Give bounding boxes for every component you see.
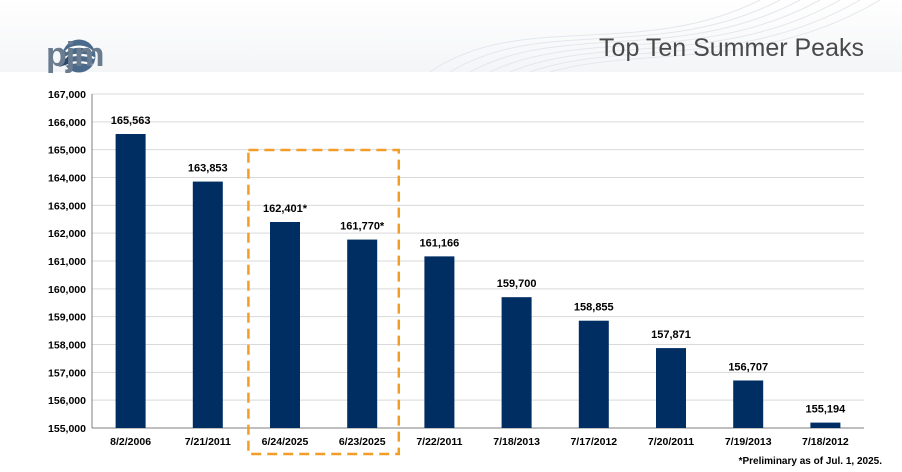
bar xyxy=(192,181,223,428)
data-label: 156,707 xyxy=(728,361,768,373)
decorative-waves xyxy=(429,0,881,72)
x-tick-label: 7/19/2013 xyxy=(725,436,772,448)
bar xyxy=(501,297,532,428)
y-tick-label: 155,000 xyxy=(48,423,86,435)
y-tick-label: 158,000 xyxy=(48,340,86,352)
data-label: 155,194 xyxy=(806,404,847,416)
footnote: *Preliminary as of Jul. 1, 2025. xyxy=(738,456,882,467)
data-label: 157,871 xyxy=(651,329,691,341)
bar xyxy=(424,256,455,428)
bar xyxy=(115,133,146,428)
y-tick-label: 157,000 xyxy=(48,367,86,379)
data-label: 165,563 xyxy=(111,115,151,127)
logo-text: pjm xyxy=(46,36,104,74)
x-tick-label: 6/23/2025 xyxy=(339,436,386,448)
x-tick-label: 7/22/2011 xyxy=(416,436,462,448)
page-title: Top Ten Summer Peaks xyxy=(599,34,864,62)
x-tick-label: 7/17/2012 xyxy=(570,436,617,448)
y-tick-label: 163,000 xyxy=(48,200,86,212)
bar-chart: 155,000 156,000 157,000 158,000 159,000 160,0… xyxy=(48,89,864,456)
bar xyxy=(810,422,841,428)
x-tick-label: 8/2/2006 xyxy=(110,436,151,448)
x-tick-label: 7/20/2011 xyxy=(648,436,694,448)
bar xyxy=(733,380,764,428)
pjm-globe-icon xyxy=(59,39,96,73)
y-tick-label: 160,000 xyxy=(48,284,86,296)
y-tick-label: 164,000 xyxy=(48,173,86,185)
bar xyxy=(270,222,300,428)
header-band: pjm Top Ten Summer Peaks xyxy=(0,0,902,74)
y-tick-label: 161,000 xyxy=(48,256,86,268)
data-label: 161,166 xyxy=(420,237,460,249)
y-tick-label: 156,000 xyxy=(48,395,86,407)
bar xyxy=(347,239,378,428)
highlight-box xyxy=(247,148,401,456)
y-tick-label: 166,000 xyxy=(48,117,86,129)
data-label: 158,855 xyxy=(574,302,614,314)
x-tick-label: 7/21/2011 xyxy=(185,436,231,448)
x-tick-label: 6/24/2025 xyxy=(262,436,309,448)
bar xyxy=(578,320,609,428)
y-tick-label: 165,000 xyxy=(48,145,86,157)
data-label: 163,853 xyxy=(188,163,228,175)
y-tick-label: 167,000 xyxy=(48,89,86,101)
x-tick-label: 7/18/2012 xyxy=(802,436,849,448)
y-tick-label: 159,000 xyxy=(48,312,86,324)
bar xyxy=(656,348,686,428)
data-label: 159,700 xyxy=(497,278,537,290)
data-label: 162,401* xyxy=(263,203,308,215)
y-tick-label: 162,000 xyxy=(48,228,86,240)
x-tick-label: 7/18/2013 xyxy=(493,436,540,448)
data-label: 161,770* xyxy=(340,221,385,233)
